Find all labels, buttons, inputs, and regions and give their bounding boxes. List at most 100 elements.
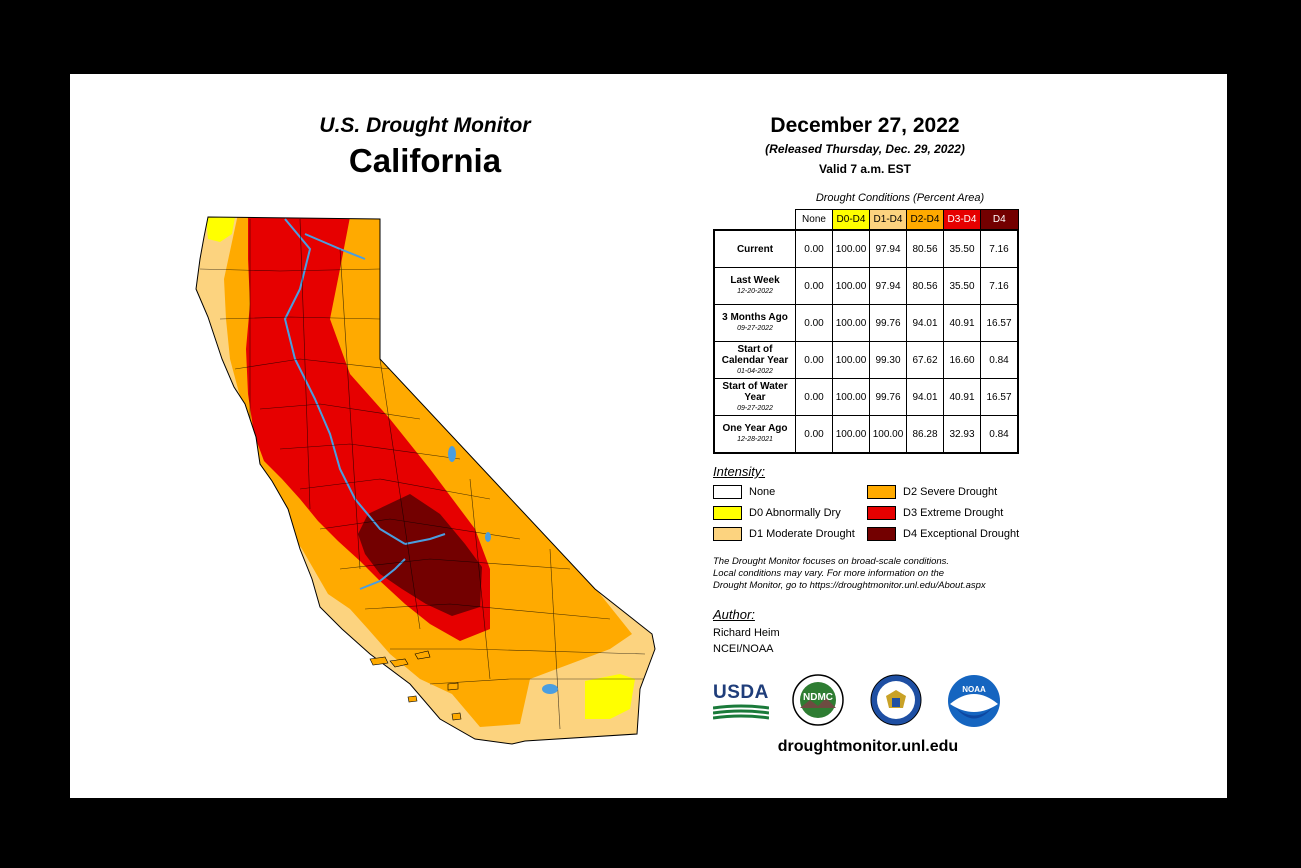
website-url[interactable]: droughtmonitor.unl.edu xyxy=(777,738,959,755)
legend-swatch xyxy=(713,485,742,499)
table-row: Last Week 12-20-2022 0.00 100.00 97.94 80.56 3… xyxy=(713,267,1019,305)
map-title: California xyxy=(348,142,502,179)
table-cell: 0.00 xyxy=(795,304,833,342)
table-cell: 0.00 xyxy=(795,267,833,305)
commerce-eagle-icon xyxy=(870,674,922,726)
table-cell: 100.00 xyxy=(832,229,870,268)
map-subtitle: U.S. Drought Monitor xyxy=(319,114,531,137)
row-label-date: 12-20-2022 xyxy=(737,288,773,295)
drought-conditions-table: None D0-D4 D1-D4 D2-D4 D3-D4 D4 Current 0… xyxy=(713,209,1019,454)
legend-swatch xyxy=(713,506,742,520)
ndmc-seal-icon xyxy=(792,674,844,726)
note-line: Drought Monitor, go to https://droughtmo… xyxy=(713,580,986,591)
table-cell: 16.57 xyxy=(980,378,1019,416)
noaa-gull-icon xyxy=(948,675,1000,727)
noaa-logo: NOAA xyxy=(947,674,1001,728)
row-label: Current xyxy=(713,229,796,268)
legend-label: D4 Exceptional Drought xyxy=(903,528,1020,540)
legend-swatch xyxy=(713,527,742,541)
row-label-text: 3 Months Ago xyxy=(722,312,788,323)
row-label: Last Week 12-20-2022 xyxy=(713,267,796,305)
table-row: Start of Calendar Year 01-04-2022 0.00 100.… xyxy=(713,341,1019,379)
table-cell: 80.56 xyxy=(906,267,944,305)
table-row: Current 0.00 100.00 97.94 80.56 35.50 7.16 xyxy=(713,229,1019,268)
table-cell: 7.16 xyxy=(980,267,1019,305)
legend-label: D1 Moderate Drought xyxy=(749,528,855,540)
row-label-text: Last Week xyxy=(730,275,780,286)
author-heading: Author: xyxy=(713,607,755,622)
col-header-d0-d4: D0-D4 xyxy=(832,209,870,231)
table-caption: Drought Conditions (Percent Area) xyxy=(815,192,985,204)
col-header-none: None xyxy=(795,209,833,231)
table-cell: 100.00 xyxy=(832,304,870,342)
table-cell: 100.00 xyxy=(869,415,907,454)
row-label-text: Current xyxy=(736,243,774,255)
row-label-text: Start of Calendar Year xyxy=(721,343,789,366)
map-date: December 27, 2022 xyxy=(770,114,960,137)
table-cell: 16.60 xyxy=(943,341,981,379)
legend-swatch xyxy=(867,485,896,499)
row-label-text: One Year Ago xyxy=(722,423,788,434)
table-cell: 40.91 xyxy=(943,304,981,342)
row-label: Start of Water Year 09-27-2022 xyxy=(713,378,796,416)
commerce-seal-logo xyxy=(870,674,922,731)
legend-item-d2: D2 Severe Drought xyxy=(867,485,997,499)
table-row: Start of Water Year 09-27-2022 0.00 100.00 9… xyxy=(713,378,1019,416)
table-cell: 97.94 xyxy=(869,229,907,268)
usda-logo: USDA xyxy=(712,682,770,720)
table-cell: 100.00 xyxy=(832,267,870,305)
table-cell: 0.00 xyxy=(795,415,833,454)
row-label-date: 09-27-2022 xyxy=(737,325,773,332)
table-cell: 100.00 xyxy=(832,378,870,416)
table-cell: 0.00 xyxy=(795,341,833,379)
drought-monitor-panel: U.S. Drought Monitor California xyxy=(70,74,1227,798)
table-cell: 99.30 xyxy=(869,341,907,379)
table-cell: 0.00 xyxy=(795,229,833,268)
ndmc-logo: NDMC xyxy=(792,674,844,726)
table-cell: 7.16 xyxy=(980,229,1019,268)
ndmc-logo-text: NDMC xyxy=(803,692,833,703)
table-cell: 16.57 xyxy=(980,304,1019,342)
table-cell: 0.84 xyxy=(980,341,1019,379)
col-header-d2-d4: D2-D4 xyxy=(906,209,944,231)
legend-item-d1: D1 Moderate Drought xyxy=(713,527,855,541)
legend-swatch xyxy=(867,506,896,520)
table-cell: 100.00 xyxy=(832,415,870,454)
usda-field-icon xyxy=(712,704,770,720)
legend-item-none: None xyxy=(713,485,775,499)
row-label-date: 09-27-2022 xyxy=(737,404,773,412)
row-label: Start of Calendar Year 01-04-2022 xyxy=(713,341,796,379)
table-row: One Year Ago 12-28-2021 0.00 100.00 100.00 86… xyxy=(713,415,1019,454)
release-date: (Released Thursday, Dec. 29, 2022) xyxy=(765,142,965,156)
california-drought-map xyxy=(195,216,656,745)
legend-item-d0: D0 Abnormally Dry xyxy=(713,506,841,520)
row-label-date: 12-28-2021 xyxy=(737,436,773,443)
author-org: NCEI/NOAA xyxy=(713,643,774,655)
row-label-text: Start of Water Year xyxy=(722,380,788,403)
intensity-heading: Intensity: xyxy=(713,464,766,479)
table-cell: 94.01 xyxy=(906,378,944,416)
disclaimer-note: The Drought Monitor focuses on broad-sca… xyxy=(713,556,1043,592)
table-cell: 0.00 xyxy=(795,378,833,416)
legend-item-d4: D4 Exceptional Drought xyxy=(867,527,1019,541)
table-cell: 99.76 xyxy=(869,378,907,416)
row-label-date: 01-04-2022 xyxy=(737,367,773,375)
table-cell: 35.50 xyxy=(943,267,981,305)
row-label: 3 Months Ago 09-27-2022 xyxy=(713,304,796,342)
legend-label: D2 Severe Drought xyxy=(903,486,998,498)
legend-item-d3: D3 Extreme Drought xyxy=(867,506,1003,520)
col-header-d3-d4: D3-D4 xyxy=(943,209,981,231)
usda-logo-text: USDA xyxy=(713,682,769,703)
table-cell: 99.76 xyxy=(869,304,907,342)
note-line: Local conditions may vary. For more info… xyxy=(713,568,945,579)
note-line: The Drought Monitor focuses on broad-sca… xyxy=(713,556,950,567)
legend-label: D3 Extreme Drought xyxy=(903,507,1004,519)
col-header-d4: D4 xyxy=(980,209,1019,231)
table-cell: 0.84 xyxy=(980,415,1019,454)
table-cell: 40.91 xyxy=(943,378,981,416)
valid-time: Valid 7 a.m. EST xyxy=(818,162,912,176)
table-cell: 94.01 xyxy=(906,304,944,342)
legend-label: None xyxy=(749,486,776,498)
table-row: 3 Months Ago 09-27-2022 0.00 100.00 99.76 94.… xyxy=(713,304,1019,342)
table-cell: 97.94 xyxy=(869,267,907,305)
